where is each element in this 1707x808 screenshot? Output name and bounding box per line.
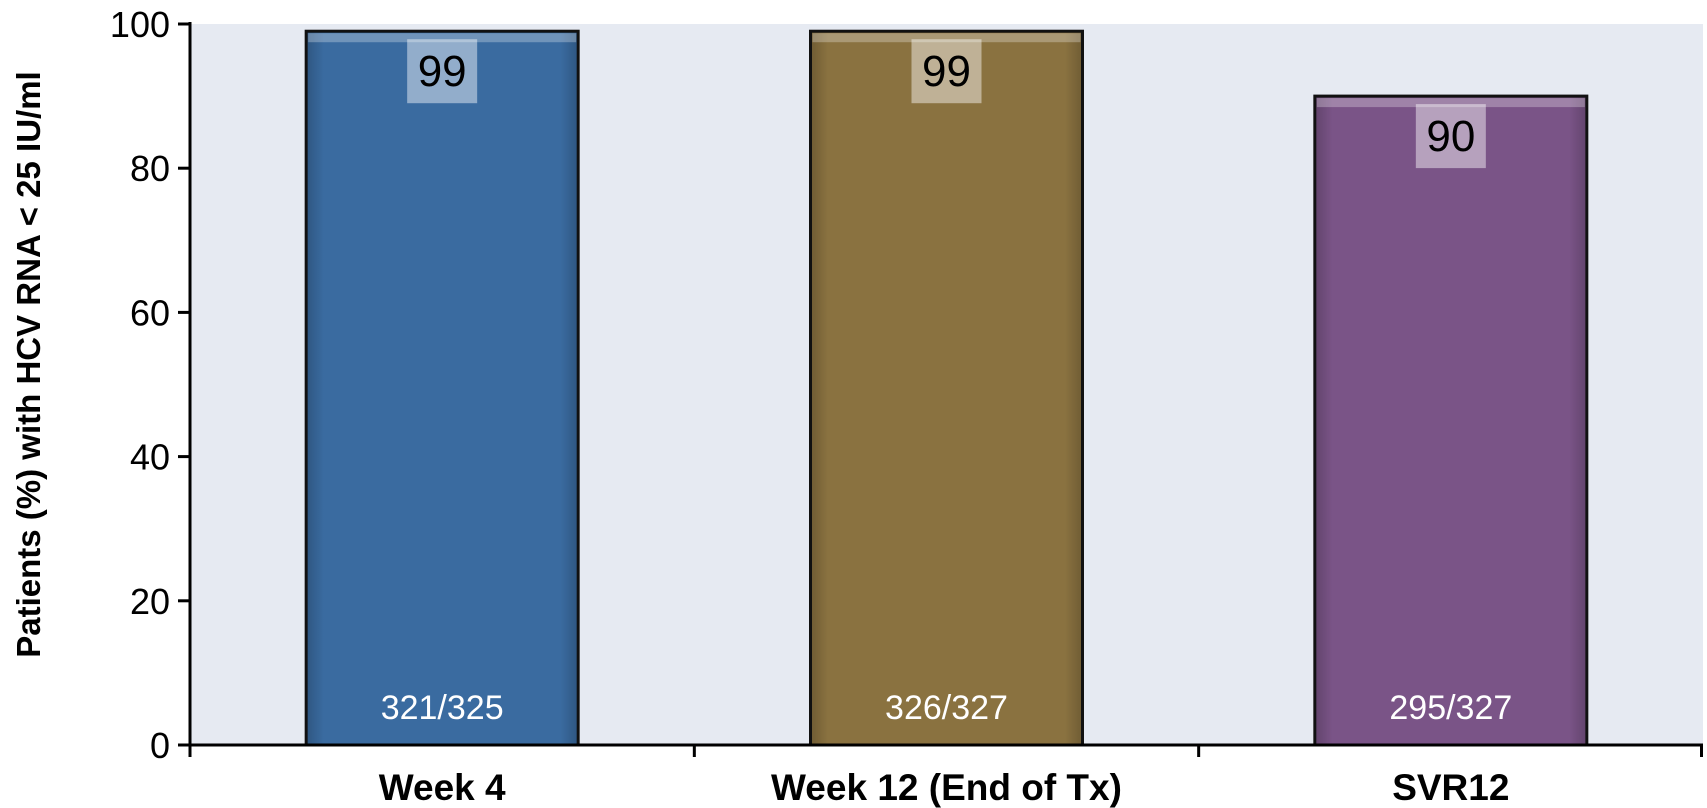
bar-shading	[812, 32, 1081, 744]
count-label: 321/325	[381, 689, 504, 727]
axes-layer: Week 4 Week 12 (End of Tx) SVR12 0 20 40 60 80 1…	[110, 4, 1703, 808]
bar-group: 90 295/327	[1313, 94, 1589, 747]
y-tick-label: 40	[130, 437, 170, 478]
bar-shading	[307, 32, 577, 744]
y-tick-label: 60	[130, 292, 170, 333]
y-tick-label: 0	[150, 725, 170, 766]
value-label-box	[911, 39, 982, 104]
x-tick-label: Week 12 (End of Tx)	[771, 767, 1122, 808]
bar-group: 99 326/327	[809, 29, 1084, 747]
y-tick-label: 100	[110, 4, 170, 45]
y-tick-label: 80	[130, 148, 170, 189]
value-label-box	[407, 39, 478, 104]
y-axis-title: Patients (%) with HCV RNA < 25 IU/ml	[10, 71, 47, 657]
bar-shading	[1316, 97, 1586, 744]
count-label: 295/327	[1389, 689, 1512, 727]
value-label: 99	[922, 47, 971, 96]
x-tick-label: SVR12	[1392, 767, 1509, 808]
value-label: 99	[418, 47, 467, 96]
count-label: 326/327	[885, 689, 1008, 727]
bar-highlight	[812, 33, 1081, 43]
bar-highlight	[1316, 98, 1585, 108]
bar-highlight	[308, 33, 577, 43]
bars-layer: 99 321/325 99 326/327 90 295/327	[304, 29, 1589, 747]
y-tick-label: 20	[130, 581, 170, 622]
value-label: 90	[1426, 112, 1475, 161]
value-label-box	[1415, 104, 1486, 169]
bar-group: 99 321/325	[304, 29, 580, 747]
x-tick-label: Week 4	[379, 767, 506, 808]
